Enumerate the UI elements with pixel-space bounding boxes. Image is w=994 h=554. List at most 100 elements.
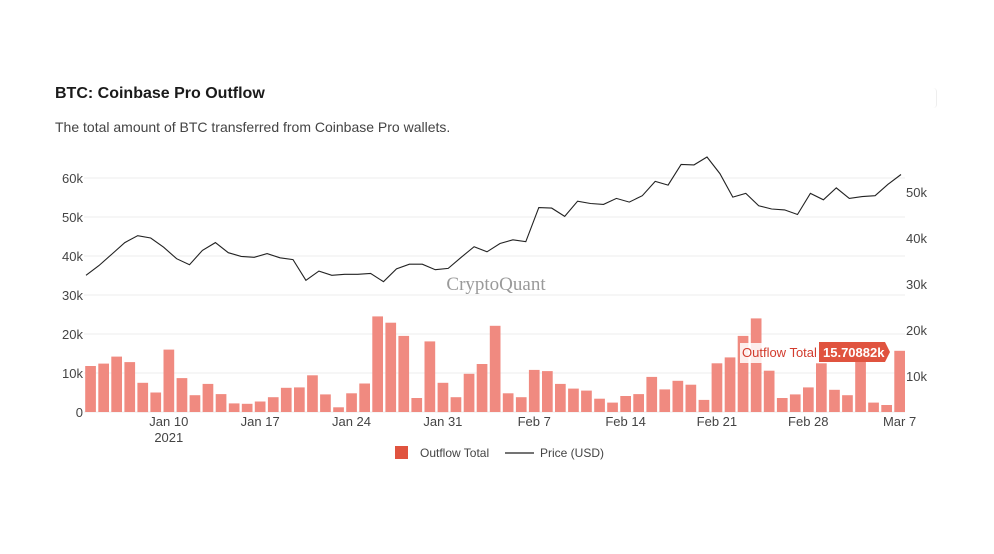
outflow-bar[interactable]: [528, 369, 540, 412]
legend-item-outflow[interactable]: Outflow Total: [395, 446, 489, 460]
outflow-bar[interactable]: [894, 350, 905, 412]
left-tick-label: 40k: [62, 249, 83, 264]
outflow-bar[interactable]: [176, 378, 188, 412]
x-tick-label: Jan 31: [423, 414, 462, 429]
outflow-bar[interactable]: [189, 395, 201, 412]
outflow-bar[interactable]: [437, 382, 449, 413]
legend-label-outflow: Outflow Total: [420, 446, 489, 460]
outflow-bar[interactable]: [150, 392, 162, 413]
x-axis: Jan 10 Jan 17 Jan 24 Jan 31 Feb 7 Feb 14 Feb 2…: [149, 414, 916, 445]
outflow-bar[interactable]: [398, 335, 410, 412]
outflow-bar[interactable]: [816, 363, 827, 413]
tooltip-label: Outflow Total: [742, 345, 817, 360]
outflow-bar[interactable]: [803, 387, 814, 412]
outflow-bar[interactable]: [855, 351, 866, 412]
outflow-bar[interactable]: [124, 362, 136, 412]
x-tick-label: Jan 10: [149, 414, 188, 429]
outflow-bar[interactable]: [737, 335, 749, 412]
x-tick-label: Jan 24: [332, 414, 371, 429]
x-tick-label: Mar 7: [883, 414, 916, 429]
outflow-bar[interactable]: [333, 407, 344, 412]
outflow-bar[interactable]: [776, 398, 788, 412]
tooltip: Outflow Total 15.70882k: [740, 342, 890, 363]
outflow-bar[interactable]: [307, 375, 318, 412]
outflow-bar[interactable]: [202, 383, 214, 412]
outflow-bar[interactable]: [294, 387, 305, 412]
outflow-bar[interactable]: [672, 380, 684, 412]
cryptoquant-watermark: CryptoQuant: [446, 274, 546, 295]
x-year-label: 2021: [154, 430, 183, 445]
outflow-bar[interactable]: [502, 393, 514, 412]
outflow-bar[interactable]: [320, 394, 331, 412]
outflow-bar[interactable]: [267, 397, 279, 412]
outflow-bar[interactable]: [594, 398, 605, 412]
x-tick-label: Feb 14: [605, 414, 645, 429]
outflow-bar[interactable]: [685, 384, 697, 412]
outflow-bar[interactable]: [215, 394, 227, 412]
outflow-bar[interactable]: [789, 394, 801, 412]
outflow-bar[interactable]: [698, 399, 710, 412]
outflow-bar[interactable]: [633, 394, 644, 412]
outflow-bar[interactable]: [111, 356, 122, 412]
legend-swatch-outflow: [395, 446, 408, 459]
outflow-bar[interactable]: [241, 403, 253, 412]
outflow-bar[interactable]: [85, 366, 96, 412]
outflow-bar[interactable]: [750, 318, 762, 412]
price-line: [85, 156, 902, 283]
outflow-bar[interactable]: [489, 325, 501, 412]
x-tick-label: Feb 21: [697, 414, 737, 429]
outflow-bar[interactable]: [372, 316, 383, 412]
outflow-bar[interactable]: [163, 349, 175, 412]
outflow-bar[interactable]: [568, 388, 579, 412]
outflow-bar[interactable]: [463, 373, 475, 412]
outflow-bar[interactable]: [137, 382, 149, 413]
right-tick-label: 40k: [906, 231, 927, 246]
outflow-bar[interactable]: [868, 402, 879, 412]
outflow-bar[interactable]: [724, 357, 736, 412]
outflow-bar[interactable]: [881, 405, 892, 412]
panel-edge: [930, 88, 937, 108]
outflow-bar[interactable]: [542, 371, 553, 412]
outflow-bar[interactable]: [555, 383, 566, 412]
outflow-bar[interactable]: [763, 370, 775, 412]
outflow-bar[interactable]: [659, 389, 671, 412]
x-tick-label: Feb 7: [518, 414, 551, 429]
outflow-bar[interactable]: [581, 390, 592, 412]
legend-label-price: Price (USD): [540, 446, 604, 460]
right-tick-label: 30k: [906, 277, 927, 292]
outflow-bar[interactable]: [411, 398, 423, 412]
outflow-bar[interactable]: [346, 393, 357, 412]
legend-item-price[interactable]: Price (USD): [505, 446, 604, 460]
outflow-bar[interactable]: [842, 395, 853, 412]
outflow-bar[interactable]: [450, 397, 462, 412]
x-tick-label: Feb 28: [788, 414, 828, 429]
outflow-bar[interactable]: [515, 397, 527, 412]
outflow-bar[interactable]: [476, 364, 488, 412]
legend: Outflow Total Price (USD): [395, 446, 604, 460]
outflow-bar[interactable]: [98, 363, 109, 412]
chart-title: BTC: Coinbase Pro Outflow: [55, 85, 265, 102]
outflow-bars: [85, 316, 905, 413]
outflow-bar[interactable]: [254, 401, 266, 413]
left-tick-label: 10k: [62, 366, 83, 381]
outflow-bar[interactable]: [646, 376, 658, 412]
left-tick-label: 50k: [62, 210, 83, 225]
left-tick-label: 60k: [62, 171, 83, 186]
outflow-bar[interactable]: [228, 403, 240, 412]
chart-subtitle: The total amount of BTC transferred from…: [55, 119, 451, 135]
left-tick-label: 20k: [62, 327, 83, 342]
outflow-bar[interactable]: [711, 363, 723, 413]
x-tick-label: Jan 17: [241, 414, 280, 429]
outflow-bar[interactable]: [359, 383, 370, 413]
right-tick-label: 20k: [906, 323, 927, 338]
outflow-bar[interactable]: [829, 389, 840, 412]
outflow-bar[interactable]: [385, 322, 397, 412]
tooltip-value: 15.70882k: [823, 345, 885, 360]
outflow-bar[interactable]: [280, 387, 292, 412]
outflow-bar[interactable]: [607, 402, 618, 412]
left-tick-label: 0: [76, 405, 83, 420]
outflow-bar[interactable]: [620, 396, 631, 412]
left-tick-label: 30k: [62, 288, 83, 303]
outflow-bar[interactable]: [424, 341, 436, 412]
